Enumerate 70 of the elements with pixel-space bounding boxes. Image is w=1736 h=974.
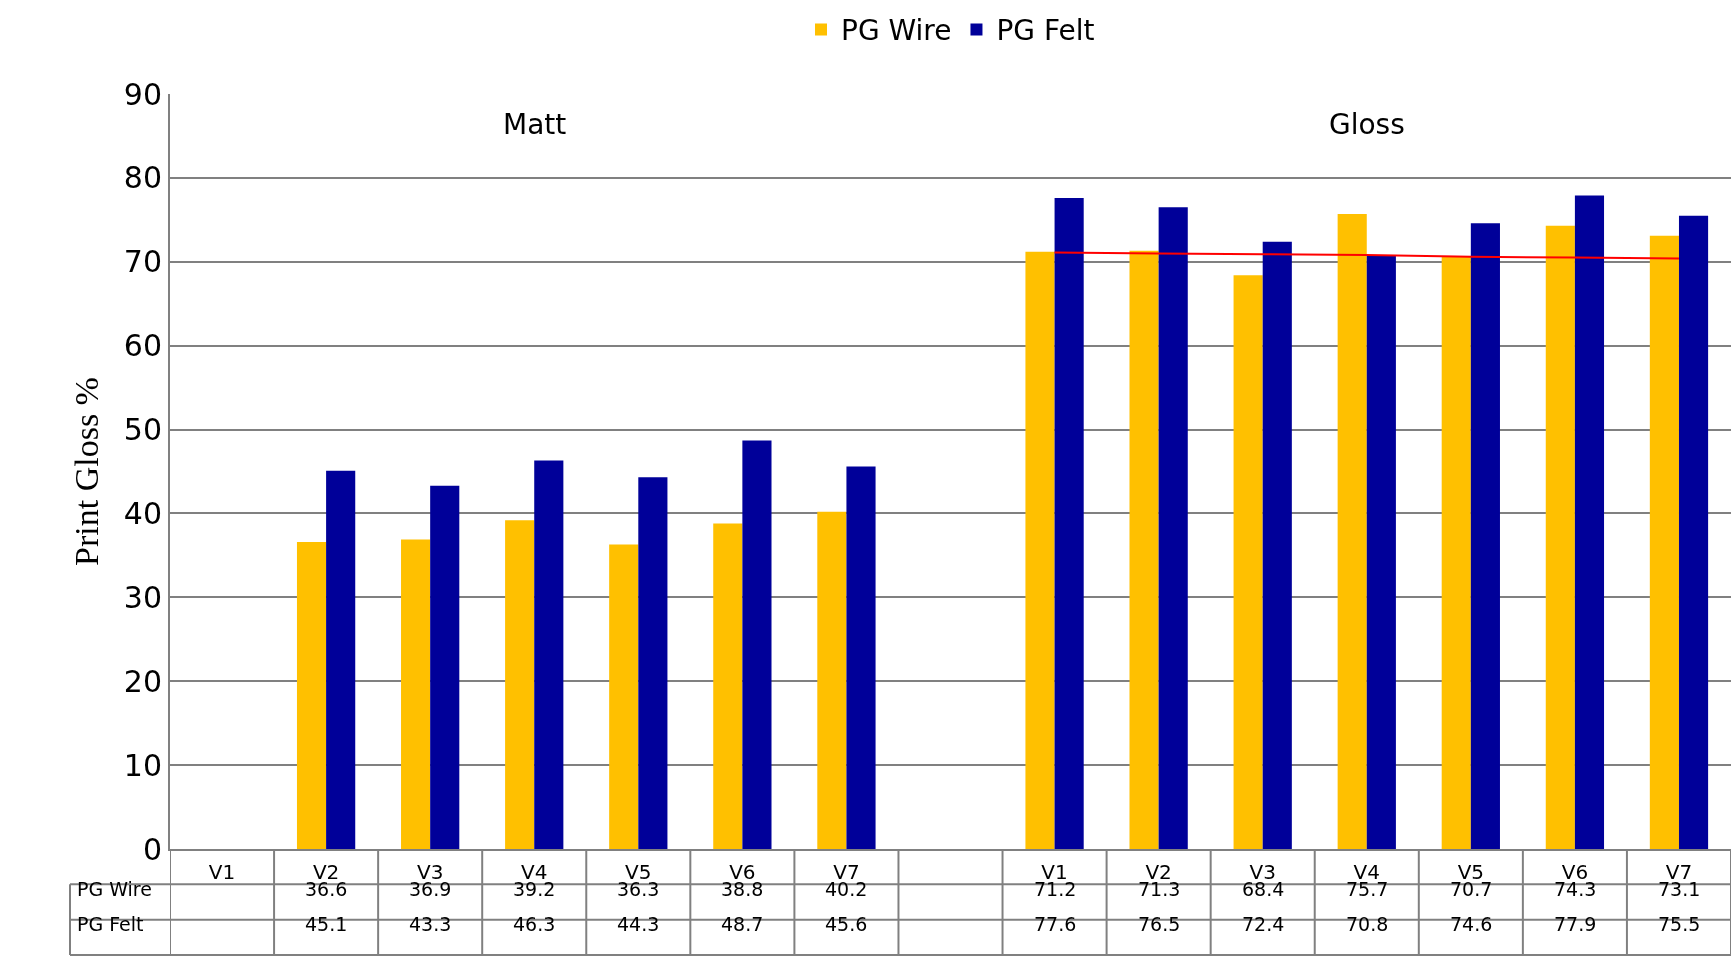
bar [1129,250,1159,849]
bar [638,477,668,849]
data-label: 45.6 [825,913,868,935]
data-label: 77.6 [1034,913,1077,935]
data-label: 36.9 [409,878,452,900]
data-label: 71.2 [1034,878,1077,900]
data-label: 39.2 [513,878,556,900]
bar [713,523,743,849]
bar [1233,275,1263,849]
bar [1025,251,1055,849]
y-tick-label: 0 [142,831,162,867]
y-axis-title: Print Gloss % [67,377,105,566]
bar [1574,195,1605,849]
data-label: 72.4 [1242,913,1285,935]
data-label: 76.5 [1138,913,1181,935]
bar [326,470,356,849]
legend-label: PG Felt [996,14,1095,48]
legend-label: PG Wire [841,14,952,48]
bar [846,466,876,849]
bar [1158,207,1188,849]
y-tick-label: 30 [123,579,162,615]
data-label: 71.3 [1138,878,1181,900]
bar [1649,235,1679,849]
y-tick-label: 80 [123,160,162,196]
y-tick-label: 10 [123,747,162,783]
data-label: 68.4 [1242,878,1285,900]
bar [505,520,535,849]
bar [1441,255,1471,849]
data-label: 43.3 [409,913,452,935]
bar [1366,255,1396,849]
bar [1545,225,1575,849]
bar [817,511,847,849]
data-label: 38.8 [721,878,764,900]
data-label: 73.1 [1658,878,1701,900]
bar [534,460,564,849]
data-label: 75.5 [1658,913,1701,935]
data-label: 45.1 [305,913,348,935]
y-tick-label: 60 [123,328,162,364]
data-label: 36.6 [305,878,348,900]
text: PG Felt [77,913,144,935]
bar [430,485,460,849]
bar [1678,215,1709,849]
y-tick-label: 90 [123,76,162,112]
data-label: 48.7 [721,913,764,935]
data-label: 40.2 [825,878,868,900]
bar [1262,241,1292,849]
text: PG Wire [77,878,152,900]
y-tick-label: 50 [123,412,162,448]
data-label: 70.8 [1346,913,1389,935]
data-label: 44.3 [617,913,660,935]
data-label: 77.9 [1554,913,1597,935]
bar [742,440,772,849]
bar [1054,198,1084,849]
data-label: 46.3 [513,913,556,935]
bar [401,539,431,849]
y-tick-label: 20 [123,663,162,699]
bar [609,544,639,849]
bar [1337,213,1367,849]
annotation: Matt [503,108,567,141]
x-tick-label: V1 [208,860,236,884]
data-label: 74.6 [1450,913,1493,935]
data-label: 70.7 [1450,878,1493,900]
annotation: Gloss [1329,108,1405,141]
data-label: 75.7 [1346,878,1389,900]
y-tick-label: 40 [123,495,162,531]
data-label: 74.3 [1554,878,1597,900]
data-label: 36.3 [617,878,660,900]
y-tick-label: 70 [123,244,162,280]
bar [296,541,327,849]
bar [1470,223,1500,849]
